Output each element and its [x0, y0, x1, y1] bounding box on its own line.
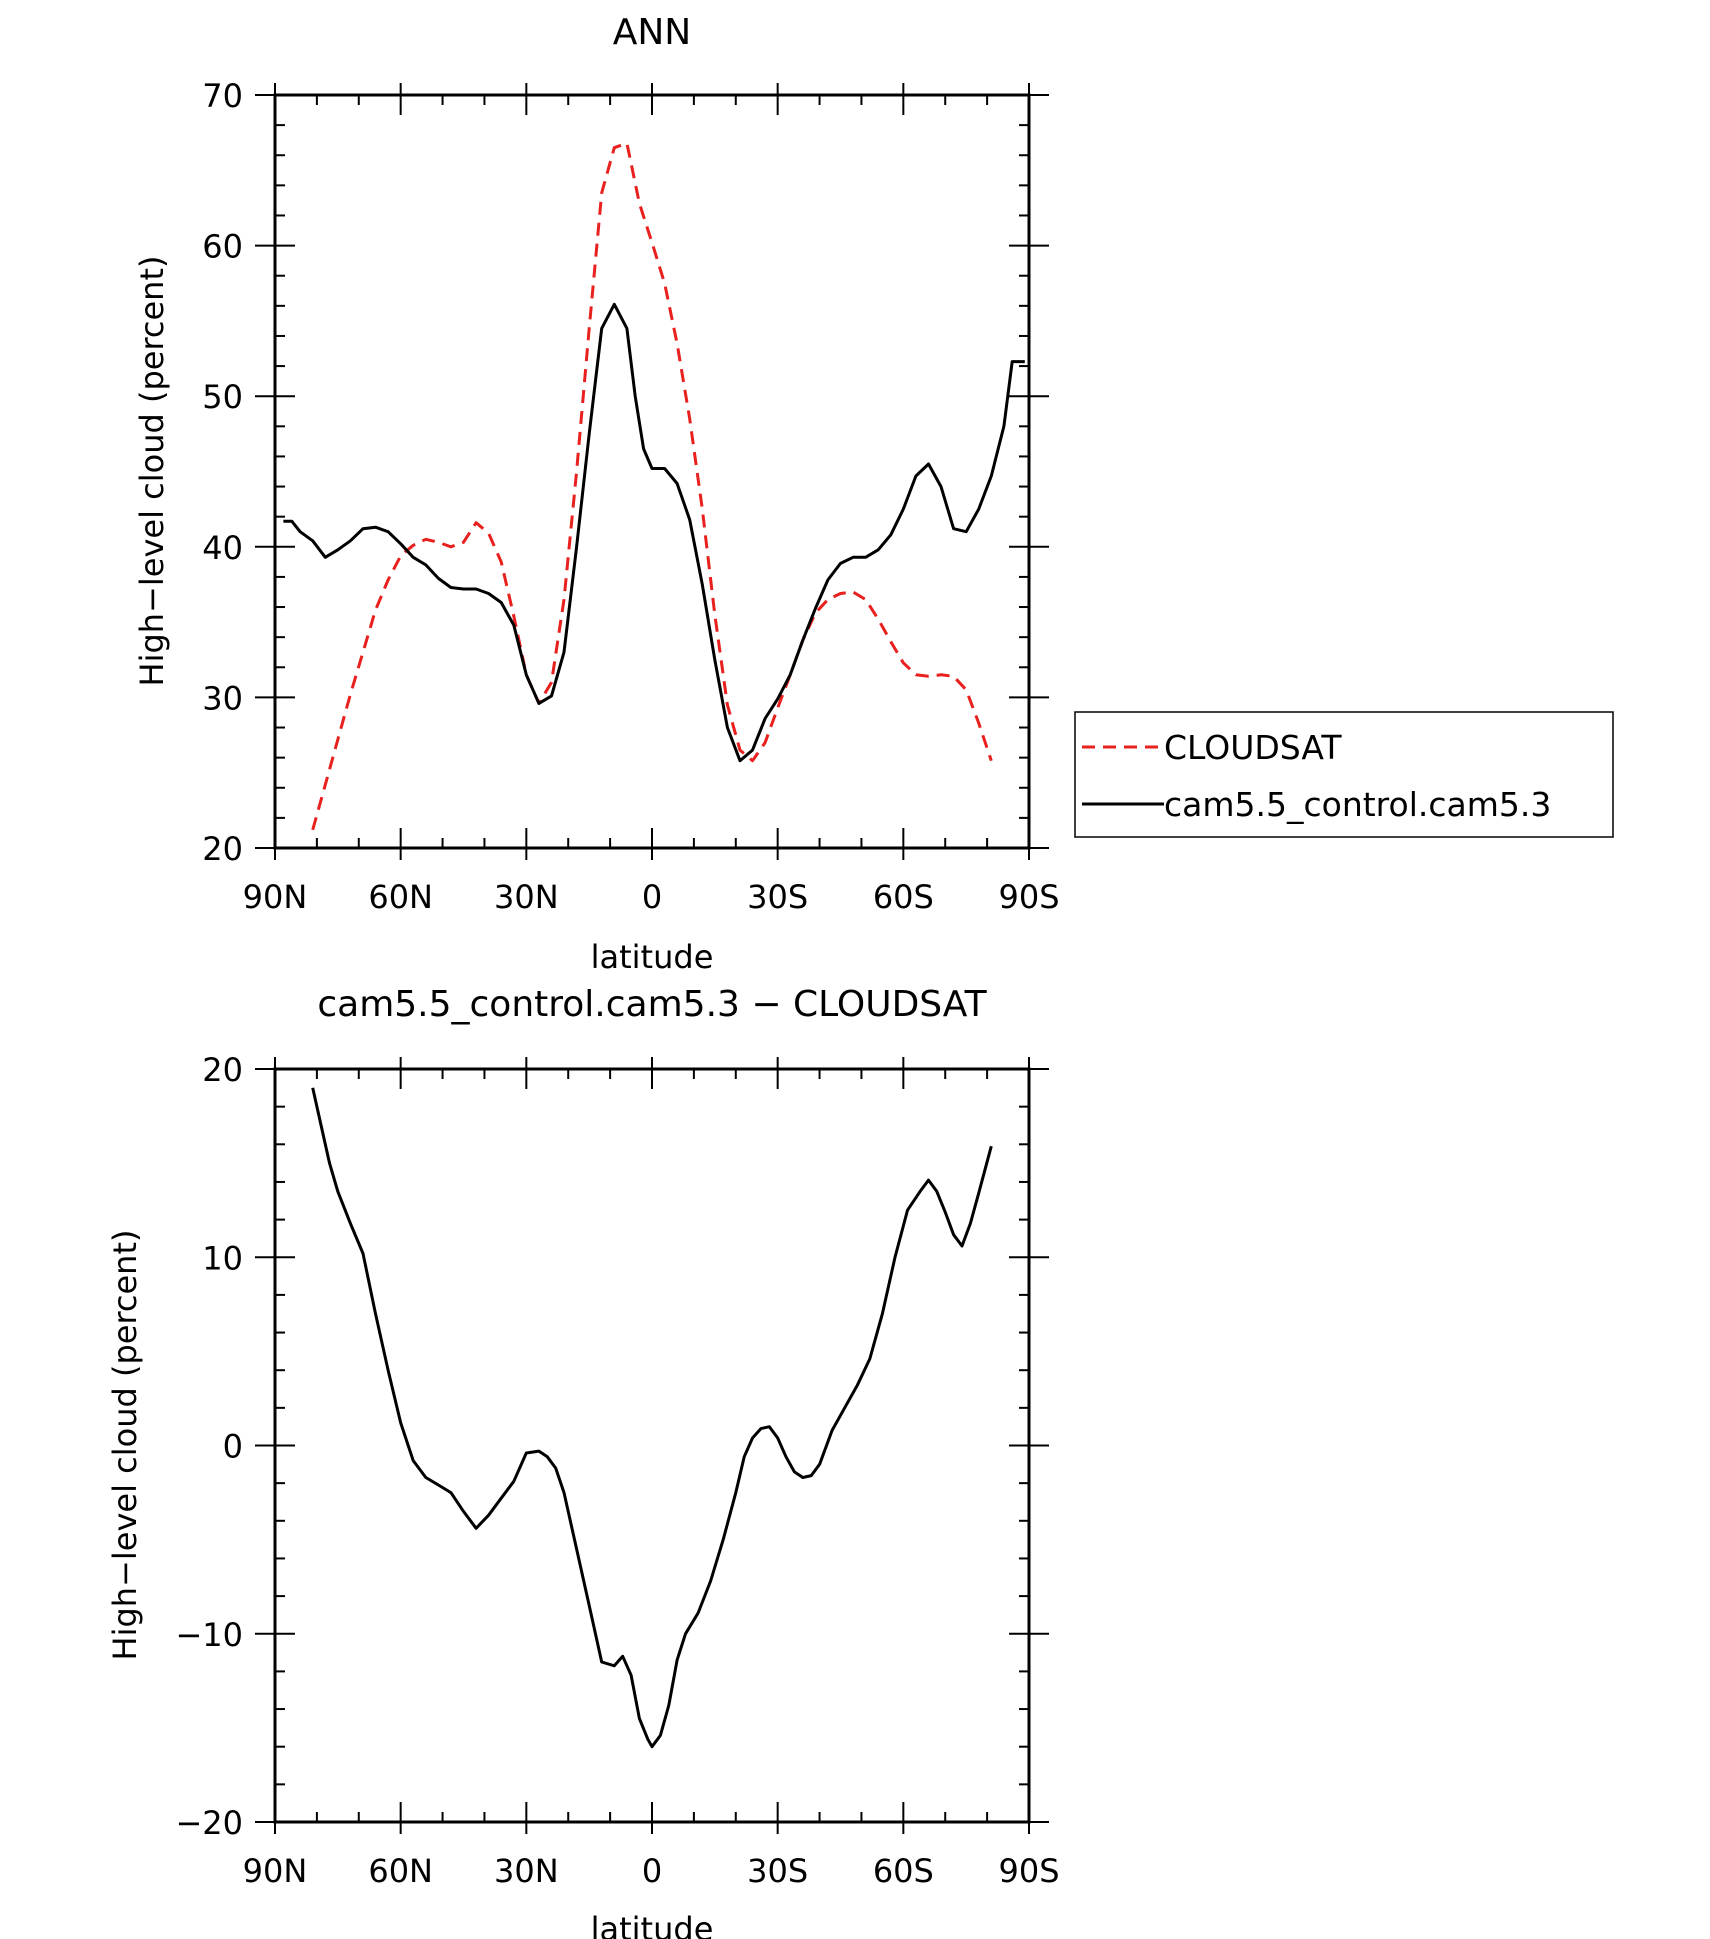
legend-label-cloudsat: CLOUDSAT: [1164, 728, 1342, 767]
y-tick-label: 60: [202, 228, 243, 266]
x-tick-label: 90N: [243, 1852, 308, 1890]
x-tick-label: 30N: [494, 1852, 559, 1890]
x-tick-label: 90S: [998, 878, 1059, 916]
y-tick-label: 20: [202, 830, 243, 868]
y-tick-label: 70: [202, 77, 243, 115]
legend-box: [1074, 711, 1614, 838]
series-cam5-line: [283, 302, 1025, 763]
series-difference-line: [311, 1087, 993, 1749]
x-tick-label: 60S: [873, 878, 934, 916]
top-panel: ANN 90N 60N 30N 0 30S 60S 90S 20 30 40 50 60 70 lati…: [133, 12, 1614, 976]
x-tick-label: 60S: [873, 1852, 934, 1890]
top-axis-ticks: 90N 60N 30N 0 30S 60S 90S 20 30 40 50 60 70: [202, 77, 1059, 916]
bottom-series-lines: [311, 1087, 993, 1749]
x-tick-label: 90S: [998, 1852, 1059, 1890]
x-tick-label: 0: [642, 878, 662, 916]
bottom-plot-frame: [273, 1067, 1031, 1824]
bottom-chart-title: cam5.5_control.cam5.3 − CLOUDSAT: [317, 984, 987, 1025]
y-tick-label: −10: [175, 1616, 243, 1654]
y-tick-label: 30: [202, 679, 243, 717]
x-tick-label: 90N: [243, 878, 308, 916]
legend: CLOUDSAT cam5.5_control.cam5.3: [1074, 711, 1614, 838]
bottom-panel: cam5.5_control.cam5.3 − CLOUDSAT 90N 60N 3…: [106, 984, 1060, 1939]
legend-label-cam5: cam5.5_control.cam5.3: [1164, 785, 1551, 824]
y-tick-label: −20: [175, 1804, 243, 1842]
bottom-y-axis-label: High−level cloud (percent): [106, 1230, 144, 1661]
y-tick-label: 20: [202, 1051, 243, 1089]
top-plot-frame: [273, 93, 1031, 850]
x-tick-label: 30S: [747, 878, 808, 916]
x-tick-label: 60N: [368, 1852, 433, 1890]
x-tick-label: 60N: [368, 878, 433, 916]
bottom-axis-ticks: 90N 60N 30N 0 30S 60S 90S −20 −10 0 10 20: [175, 1051, 1059, 1890]
top-x-axis-label: latitude: [591, 938, 714, 976]
x-tick-label: 30S: [747, 1852, 808, 1890]
top-y-axis-label: High−level cloud (percent): [133, 256, 171, 687]
top-series-lines: [283, 141, 1025, 831]
y-tick-label: 50: [202, 378, 243, 416]
x-tick-label: 0: [642, 1852, 662, 1890]
series-cloudsat-line: [311, 141, 993, 831]
y-tick-label: 0: [223, 1428, 243, 1466]
y-tick-label: 40: [202, 529, 243, 567]
x-tick-label: 30N: [494, 878, 559, 916]
y-tick-label: 10: [202, 1239, 243, 1277]
top-chart-title: ANN: [613, 12, 692, 53]
bottom-x-axis-label: latitude: [591, 1910, 714, 1939]
